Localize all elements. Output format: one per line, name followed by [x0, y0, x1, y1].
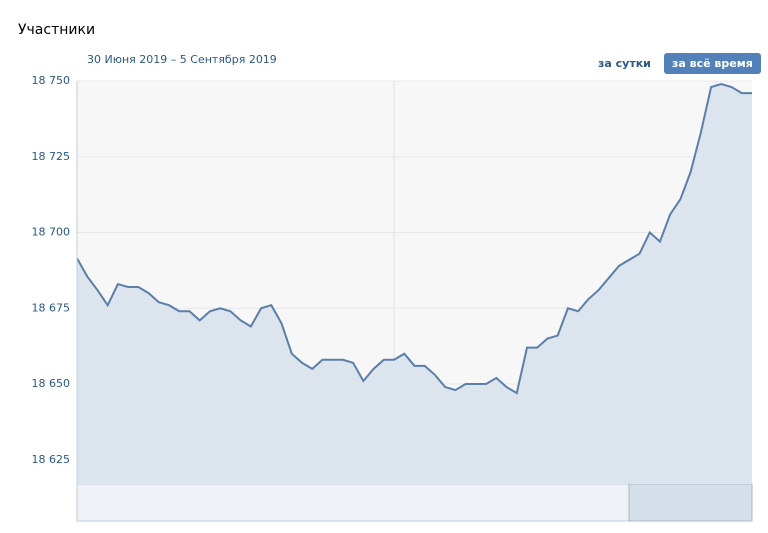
y-tick-label: 18 650 — [32, 377, 71, 390]
y-tick-label: 18 700 — [32, 226, 71, 239]
line — [76, 82, 752, 395]
y-tick-label: 18 750 — [32, 74, 71, 87]
x-tick-label: Август'19 — [525, 461, 581, 474]
y-tick-label: 18 725 — [32, 150, 71, 163]
day-button[interactable]: за сутки — [598, 57, 651, 70]
date-range: 30 Июня 2019 – 5 Сентября 2019 — [87, 53, 277, 66]
area-fill — [77, 84, 752, 484]
plot-bg — [77, 81, 752, 484]
all-time-button[interactable]: за всё время — [664, 53, 761, 74]
navigator-window — [628, 483, 753, 522]
navigator — [76, 483, 753, 522]
y-tick-label: 18 625 — [32, 453, 71, 466]
y-tick-label: 18 675 — [32, 301, 71, 314]
title: Участники — [18, 22, 96, 38]
x-tick-label: Июль'19 — [212, 461, 260, 474]
